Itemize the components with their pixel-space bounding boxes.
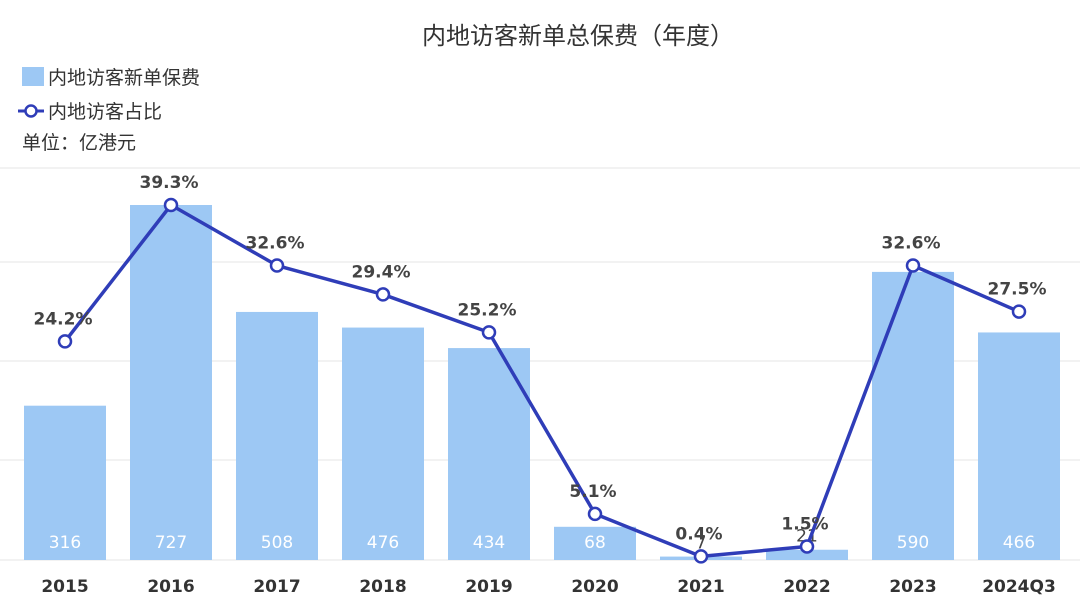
x-tick-2018: 2018 [359,577,406,597]
line-value-label-2017: 32.6% [246,234,305,254]
bar-value-label-2018: 476 [367,533,399,553]
bar-2018 [342,327,424,560]
bar-value-label-2019: 434 [473,533,505,553]
line-point-2015 [57,334,73,349]
line-point-2024Q3 [1011,304,1027,319]
bar-value-label-2015: 316 [49,533,81,553]
bar-2016 [130,205,212,560]
chart-title: 内地访客新单总保费（年度） [422,22,734,50]
bar-value-label-2020: 68 [584,533,606,553]
unit-label: 单位：亿港元 [22,132,136,154]
x-tick-2017: 2017 [253,577,300,597]
line-value-label-2020: 5.1% [569,482,616,502]
line-point-2019 [481,325,497,340]
legend: 内地访客新单保费 内地访客占比 单位：亿港元 [18,67,200,154]
legend-line-label: 内地访客占比 [48,101,162,123]
bar-2024Q3 [978,332,1060,560]
bar-2022 [766,549,848,560]
bar-2017 [236,311,318,560]
line-value-labels: 24.2% 39.3% 32.6% 29.4% 25.2% 5.1% 0.4% 1.5% 32.… [34,173,1047,544]
x-tick-2015: 2015 [41,577,88,597]
x-tick-2024Q3: 2024Q3 [982,577,1056,597]
line-path [63,203,1020,559]
line-point-2021 [693,549,709,564]
x-tick-2023: 2023 [889,577,936,597]
line-point-2017 [269,258,285,273]
bar-series [24,205,1060,560]
x-tick-2022: 2022 [783,577,830,597]
line-value-label-2023: 32.6% [882,234,941,254]
line-point-2020 [587,506,603,522]
bar-2023 [872,271,954,560]
x-axis-tick-labels: 2015 2016 2017 2018 2019 2020 2021 2022 2023 2024… [41,577,1055,597]
bar-value-label-2017: 508 [261,533,293,553]
line-value-label-2021: 0.4% [675,524,722,544]
line-point-2022 [799,539,815,554]
line-series [57,197,1027,564]
line-value-label-2016: 39.3% [140,173,199,193]
x-tick-2019: 2019 [465,577,512,597]
legend-bar-swatch [22,67,44,86]
line-value-label-2019: 25.2% [458,300,517,320]
line-value-label-2018: 29.4% [352,262,411,282]
bar-value-label-2023: 590 [897,533,929,553]
x-tick-2021: 2021 [677,577,724,597]
line-point-2016 [163,197,179,213]
bar-value-label-2016: 727 [155,533,187,553]
bar-value-labels: 316 727 508 476 434 68 7 21 590 466 [49,527,1035,554]
line-value-label-2015: 24.2% [34,309,93,329]
bar-2020 [554,526,636,560]
line-value-label-2024Q3: 27.5% [988,280,1047,300]
bar-value-label-2024Q3: 466 [1003,533,1035,553]
line-point-2023 [905,258,921,273]
x-tick-2020: 2020 [571,577,618,597]
legend-line-marker [24,104,38,118]
bar-2019 [448,348,530,560]
x-tick-2016: 2016 [147,577,194,597]
line-value-label-2022: 1.5% [781,514,828,534]
bar-value-label-2021: 7 [696,534,707,554]
line-point-2018 [375,287,391,302]
legend-bar-label: 内地访客新单保费 [48,67,200,89]
bar-2015 [24,405,106,560]
